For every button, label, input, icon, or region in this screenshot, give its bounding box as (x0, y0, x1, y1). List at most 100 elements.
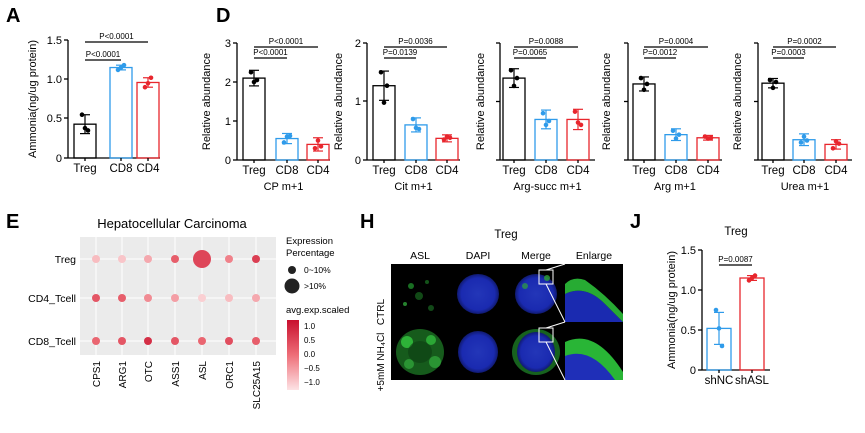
p-value: P=0.0139 (383, 48, 418, 57)
data-point (254, 77, 260, 83)
data-point (410, 116, 416, 122)
chart-d-urea: Relative abundance Treg CD8 CD4 Urea m+1 P=0.… (732, 37, 852, 193)
dotplot-dot (118, 255, 126, 263)
p-value: P=0.0088 (529, 37, 564, 46)
data-point (416, 126, 422, 132)
microscopy-col-dapi: DAPI (466, 250, 491, 262)
panel-label-a: A (6, 5, 20, 27)
data-point (281, 140, 287, 145)
legend-size-large (284, 278, 300, 294)
dotplot-dot (118, 294, 126, 302)
y-axis-label: Relative abundance (333, 53, 345, 150)
bar (109, 66, 133, 159)
dotplot-dot (252, 294, 260, 302)
y-axis-label: Relative abundance (475, 53, 487, 150)
dotplot-dot (92, 294, 100, 302)
y-tick-label: 1 (355, 96, 361, 108)
dotplot-col-label: ORC1 (225, 361, 236, 389)
y-tick-label: 1.5 (681, 245, 696, 257)
x-axis-label: Urea m+1 (781, 181, 830, 193)
bar (739, 277, 765, 371)
dotplot-dot (198, 337, 206, 345)
data-point (673, 136, 679, 141)
data-point (145, 80, 151, 86)
dotplot-dot (144, 294, 152, 302)
p-value: P=0.0087 (718, 255, 753, 264)
dotplot-dot (252, 255, 260, 263)
image-nh4cl-enlarge (565, 322, 623, 380)
data-point (644, 81, 650, 87)
y-tick-label: 0.5 (681, 325, 696, 337)
dotplot-dot (144, 255, 152, 263)
legend-color-tick: 0.5 (304, 336, 316, 345)
data-point (248, 69, 254, 75)
x-tick-label: CD4 (696, 165, 720, 177)
x-tick-label: CD4 (824, 165, 848, 177)
image-nh4cl-asl (391, 322, 449, 380)
data-point (638, 75, 644, 81)
data-point (378, 69, 384, 75)
y-tick-label: 2 (355, 38, 361, 50)
y-axis-label: Ammonia(ng/ug protein) (666, 251, 678, 369)
dotplot-dot (198, 294, 206, 302)
dotplot-dot (118, 337, 126, 345)
data-point (148, 75, 154, 81)
data-point (508, 68, 514, 73)
x-tick-label: Treg (632, 165, 655, 177)
x-axis-label: Arg m+1 (654, 181, 696, 193)
p-value: P<0.0001 (269, 37, 304, 46)
panel-label-d: D (216, 5, 230, 27)
data-point (546, 118, 552, 124)
dotplot-dot (252, 337, 260, 345)
dotplot-dot (171, 294, 179, 302)
p-value: P=0.0012 (643, 48, 678, 57)
y-axis-label: Relative abundance (601, 53, 613, 150)
p-value: P<0.0001 (99, 32, 134, 41)
data-point (312, 146, 318, 151)
dotplot-legend: Expression Percentage 0~10% >10% avg.exp… (284, 236, 349, 390)
image-nh4cl-merge (507, 322, 565, 380)
image-ctrl-merge (507, 264, 565, 322)
dotplot-col-label: CPS1 (92, 361, 103, 388)
dotplot-col-label: ASS1 (171, 361, 182, 387)
dotplot-col-label: OTC (144, 361, 155, 382)
dotplot-col-label: SLC25A15 (252, 361, 263, 410)
data-point (830, 146, 836, 151)
data-point (767, 77, 773, 83)
x-tick-label: CD4 (136, 163, 160, 175)
zoom-line (545, 341, 566, 381)
legend-size-large-label: >10% (304, 281, 326, 291)
legend-color-tick: 1.0 (304, 322, 316, 331)
data-point (836, 141, 842, 146)
y-axis-label: Ammonia(ng/ug protein) (27, 40, 39, 158)
data-point (514, 75, 520, 81)
x-axis-label: Arg-succ m+1 (513, 181, 581, 193)
dotplot-col-label: ARG1 (118, 361, 129, 389)
chart-e-dotplot: Hepatocellular Carcinoma Treg CD4_Tcell CD… (28, 216, 349, 409)
y-tick-label: 0 (225, 155, 231, 167)
y-axis-label: Relative abundance (732, 53, 744, 150)
dotplot-dot (225, 255, 233, 263)
y-tick-label: 1.0 (47, 74, 62, 86)
legend-color-tick: −0.5 (304, 364, 320, 373)
bar (136, 81, 160, 159)
y-tick-label: 0 (355, 155, 361, 167)
microscopy-row-ctrl: CTRL (376, 299, 387, 326)
bar (242, 77, 266, 161)
x-tick-label: Treg (502, 165, 525, 177)
y-tick-label: 0.5 (47, 113, 62, 125)
x-tick-label: CD8 (109, 163, 132, 175)
data-point (641, 87, 647, 93)
data-point (543, 122, 549, 128)
bar (502, 77, 526, 161)
bar (696, 137, 720, 161)
p-value: P=0.0065 (513, 48, 548, 57)
y-tick-label: 2 (225, 77, 231, 89)
dotplot-dot (171, 255, 179, 263)
y-tick-label: 0 (690, 365, 696, 377)
dotplot-dot (225, 337, 233, 345)
data-point (801, 134, 807, 139)
p-value: P=0.0004 (659, 37, 694, 46)
x-tick-label: Treg (242, 165, 265, 177)
microscopy-title: Treg (494, 229, 517, 241)
